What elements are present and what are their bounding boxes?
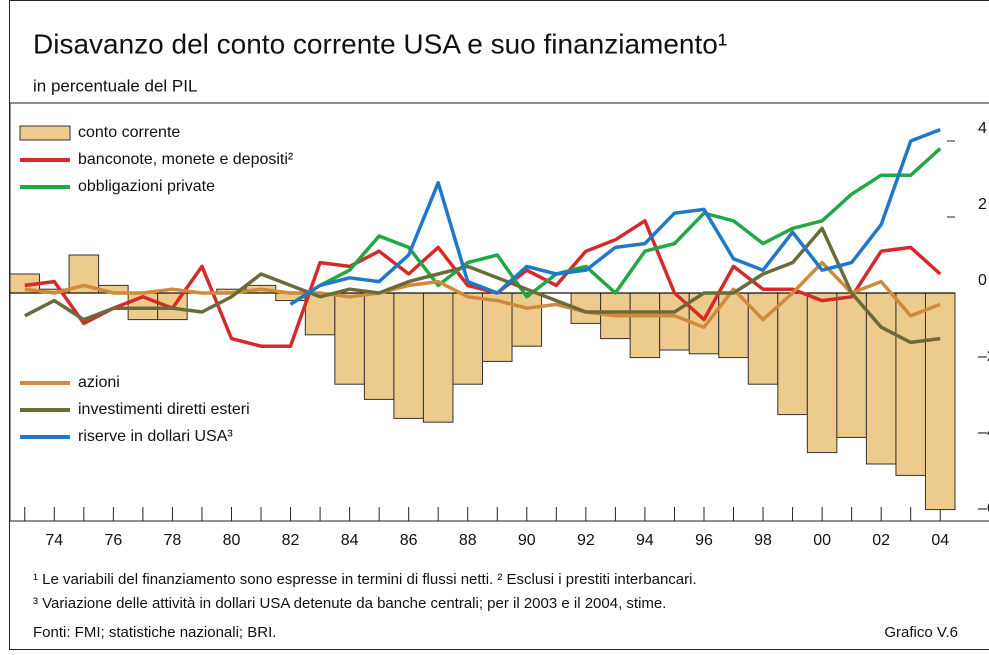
x-tick-label: 74 bbox=[45, 532, 63, 549]
x-tick-label: 80 bbox=[223, 532, 241, 549]
x-tick-label: 98 bbox=[754, 532, 772, 549]
x-tick-label: 00 bbox=[813, 532, 831, 549]
x-tick-label: 76 bbox=[104, 532, 122, 549]
chart-id: Grafico V.6 bbox=[884, 624, 958, 641]
line bbox=[24, 219, 942, 348]
bar bbox=[422, 292, 454, 423]
legend-label: investimenti diretti esteri bbox=[78, 401, 250, 418]
chart-title: Disavanzo del conto corrente USA e suo f… bbox=[33, 28, 727, 59]
source: Fonti: FMI; statistiche nazionali; BRI. bbox=[33, 624, 276, 641]
legend-label: conto corrente bbox=[78, 124, 180, 141]
x-tick-label: 02 bbox=[872, 532, 890, 549]
x-tick-label: 78 bbox=[164, 532, 182, 549]
y-tick-label: –2 bbox=[978, 348, 989, 365]
x-tick-label: 96 bbox=[695, 532, 713, 549]
x-tick-label: 92 bbox=[577, 532, 595, 549]
bar bbox=[836, 292, 867, 438]
x-tick-label: 04 bbox=[931, 532, 949, 549]
plot-frame bbox=[9, 102, 989, 522]
bar bbox=[363, 292, 395, 400]
line bbox=[23, 226, 941, 345]
y-tick-label: 4 bbox=[978, 120, 987, 137]
legend-label: banconote, monete e depositi² bbox=[78, 151, 294, 168]
y-tick-label: 0 bbox=[978, 272, 987, 289]
footnote: ³ Variazione delle attività in dollari U… bbox=[33, 595, 666, 612]
legend-label: azioni bbox=[78, 374, 120, 391]
legend-label: obbligazioni private bbox=[78, 178, 215, 195]
bar bbox=[924, 292, 956, 511]
bar bbox=[806, 292, 838, 454]
legend-label: riserve in dollari USA³ bbox=[78, 428, 233, 445]
bar bbox=[334, 292, 365, 385]
bar bbox=[865, 292, 897, 465]
bar bbox=[511, 292, 543, 347]
y-tick-label: –4 bbox=[978, 424, 989, 441]
bar bbox=[629, 292, 661, 359]
x-tick-label: 86 bbox=[400, 532, 418, 549]
x-tick-label: 84 bbox=[341, 532, 359, 549]
line bbox=[319, 147, 942, 299]
line bbox=[24, 260, 941, 329]
legend-swatch bbox=[19, 125, 71, 141]
x-tick-label: 94 bbox=[636, 532, 654, 549]
x-tick-label: 88 bbox=[459, 532, 477, 549]
x-tick-label: 90 bbox=[518, 532, 536, 549]
bar bbox=[452, 292, 483, 385]
y-tick-label: –6 bbox=[978, 500, 989, 517]
line bbox=[289, 127, 941, 306]
bar bbox=[304, 292, 336, 336]
footnote: ¹ Le variabili del finanziamento sono es… bbox=[33, 571, 697, 588]
x-tick-label: 82 bbox=[282, 532, 300, 549]
y-tick-label: 2 bbox=[978, 196, 987, 213]
bar bbox=[777, 292, 808, 416]
bar bbox=[393, 292, 424, 419]
bar bbox=[895, 292, 926, 476]
chart-subtitle: in percentuale del PIL bbox=[33, 76, 197, 95]
